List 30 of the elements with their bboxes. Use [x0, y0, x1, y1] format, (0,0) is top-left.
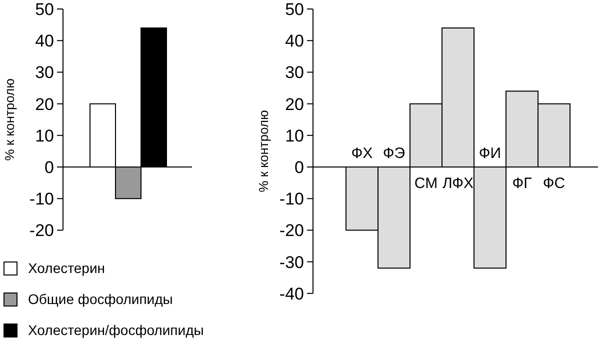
y-axis-title: % к контролю: [2, 78, 17, 161]
y-tick-label: 10: [35, 126, 54, 146]
y-tick-label: 30: [35, 63, 54, 82]
y-tick-label: -10: [29, 190, 54, 209]
y-tick-label: 50: [35, 0, 54, 19]
legend-label: Холестерин: [28, 260, 105, 276]
y-tick-label: -20: [279, 221, 304, 240]
x-tick-label: ФХ: [351, 145, 373, 162]
y-tick-label: 20: [35, 94, 54, 114]
legend-label: Общие фосфолипиды: [28, 290, 173, 307]
y-axis-title: % к контролю: [256, 110, 271, 192]
x-tick-label: ФС: [542, 175, 566, 192]
y-tick-label: -10: [279, 190, 304, 209]
y-tick-label: 20: [285, 94, 304, 114]
y-tick-label: 50: [285, 0, 304, 19]
x-tick-label: ЛФХ: [442, 175, 474, 192]
y-tick-label: 30: [285, 63, 304, 82]
y-tick-label: 0: [294, 158, 304, 177]
y-tick-label: 10: [285, 126, 304, 146]
y-tick-label: -20: [29, 221, 54, 240]
y-tick-label: 40: [35, 32, 54, 51]
x-tick-label: СМ: [414, 175, 438, 192]
legend-label: Холестерин/фосфолипиды: [28, 322, 204, 338]
y-tick-label: -30: [279, 252, 304, 272]
x-tick-label: ФИ: [478, 145, 502, 162]
x-tick-label: ФЭ: [382, 145, 406, 162]
y-tick-label: 0: [44, 158, 54, 177]
y-tick-label: -40: [279, 284, 304, 304]
x-tick-label: ФГ: [512, 175, 532, 192]
y-tick-label: 40: [285, 32, 304, 51]
